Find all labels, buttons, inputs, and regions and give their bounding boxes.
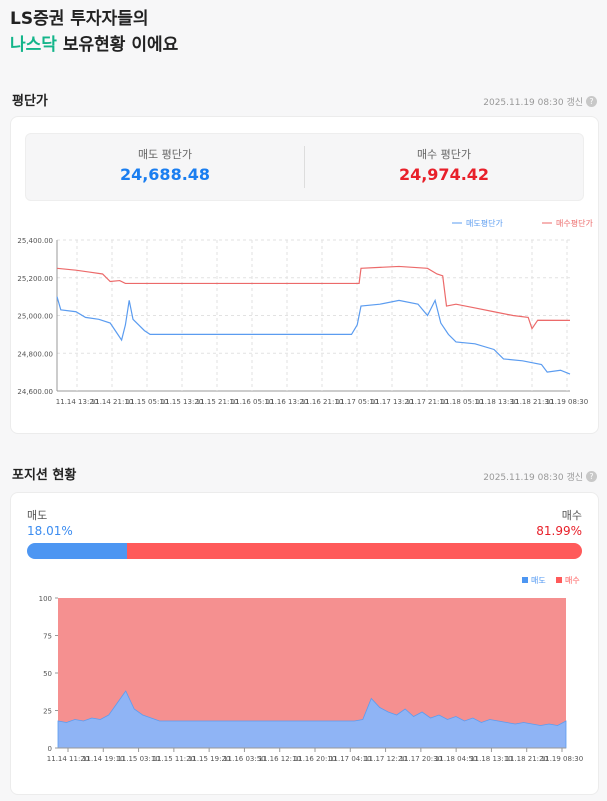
legend-label: 매수 — [565, 576, 580, 585]
sell-ratio-fill — [27, 543, 127, 559]
legend-marker — [522, 577, 528, 583]
x-tick-label: 11.16 20:10 — [294, 755, 336, 763]
hero-title: LS증권 투자자들의 나스닥 보유현황 이에요 — [10, 6, 178, 58]
question-icon[interactable]: ? — [586, 471, 597, 482]
x-tick-label: 11.16 03:50 — [223, 755, 265, 763]
x-tick-label: 11.17 13:20 — [371, 398, 413, 406]
legend-label: 매도 — [531, 576, 546, 585]
sell-avg-value: 24,688.48 — [119, 165, 211, 184]
sell-pct: 18.01% — [27, 524, 73, 538]
x-tick-label: 11.14 11:20 — [47, 755, 89, 763]
x-tick-label: 11.14 19:10 — [82, 755, 124, 763]
x-tick-label: 11.15 05:10 — [126, 398, 168, 406]
updated-text: 2025.11.19 08:30 갱신 — [483, 473, 583, 483]
avg-summary: 매도 평단가 24,688.48 매수 평단가 24,974.42 — [25, 133, 584, 201]
x-tick-label: 11.17 12:20 — [364, 755, 406, 763]
x-tick-label: 11.17 05:10 — [336, 398, 378, 406]
x-tick-label: 11.18 04:50 — [435, 755, 477, 763]
y-tick-label: 100 — [39, 595, 52, 603]
legend-label: 매수평단가 — [556, 218, 593, 228]
sell-area — [57, 690, 567, 749]
x-tick-label: 11.14 21:10 — [91, 398, 133, 406]
avg-updated: 2025.11.19 08:30 갱신? — [483, 95, 597, 108]
hero-accent: 나스닥 — [10, 35, 57, 55]
buy-avg-value: 24,974.42 — [398, 165, 490, 184]
y-tick-label: 25 — [43, 708, 52, 716]
x-tick-label: 11.16 05:10 — [231, 398, 273, 406]
y-tick-label: 0 — [48, 745, 52, 753]
x-tick-label: 11.16 21:10 — [301, 398, 343, 406]
x-tick-label: 11.15 03:10 — [117, 755, 159, 763]
x-tick-label: 11.17 04:10 — [329, 755, 371, 763]
series-line-1 — [56, 265, 571, 331]
x-tick-label: 11.18 05:10 — [441, 398, 483, 406]
x-tick-label: 11.16 12:10 — [258, 755, 300, 763]
buy-ratio-fill — [126, 543, 582, 559]
y-tick-label: 25,200.00 — [17, 275, 53, 283]
x-tick-label: 11.15 13:20 — [161, 398, 203, 406]
x-tick-label: 11.18 21:20 — [505, 755, 547, 763]
x-tick-label: 11.18 13:30 — [476, 398, 518, 406]
sell-label: 매도 — [27, 509, 48, 522]
avg-price-chart: 25,400.00 25,200.00 25,000.00 24,800.00 24,6… — [17, 218, 593, 406]
x-tick-label: 11.17 21:10 — [406, 398, 448, 406]
x-tick-label: 11.16 13:20 — [266, 398, 308, 406]
y-tick-label: 25,000.00 — [17, 313, 53, 321]
x-tick-label: 11.18 21:30 — [511, 398, 553, 406]
hero-line1: LS증권 투자자들의 — [10, 9, 149, 29]
legend-label: 매도평단가 — [466, 218, 503, 228]
avg-card: 매도 평단가 24,688.48 매수 평단가 24,974.42 — [10, 116, 599, 434]
x-tick-label: 11.15 19:20 — [188, 755, 230, 763]
x-tick-label: 11.19 08:30 — [541, 755, 583, 763]
buy-label: 매수 — [561, 509, 582, 522]
x-tick-label: 11.19 08:30 — [546, 398, 588, 406]
x-tick-label: 11.14 13:20 — [56, 398, 98, 406]
series-line-0 — [56, 296, 571, 375]
y-tick-label: 50 — [43, 670, 52, 678]
legend-marker — [556, 577, 562, 583]
avg-title: 평단가 — [12, 94, 48, 109]
buy-avg-label: 매수 평단가 — [416, 148, 472, 161]
x-tick-label: 11.18 13:10 — [470, 755, 512, 763]
question-icon[interactable]: ? — [586, 96, 597, 107]
buy-pct: 81.99% — [536, 524, 582, 538]
sell-avg-label: 매도 평단가 — [137, 148, 193, 161]
updated-text: 2025.11.19 08:30 갱신 — [483, 98, 583, 108]
y-tick-label: 24,600.00 — [17, 388, 53, 396]
position-ratio-bar — [27, 543, 582, 559]
position-updated: 2025.11.19 08:30 갱신? — [483, 470, 597, 483]
x-tick-label: 11.15 11:20 — [153, 755, 195, 763]
y-tick-label: 75 — [43, 633, 52, 641]
y-tick-label: 25,400.00 — [17, 237, 53, 245]
hero-line2: 보유현황 이에요 — [56, 35, 179, 55]
position-title: 포지션 현황 — [12, 468, 77, 483]
x-tick-label: 11.15 21:10 — [196, 398, 238, 406]
x-tick-label: 11.17 20:30 — [400, 755, 442, 763]
y-tick-label: 24,800.00 — [17, 350, 53, 358]
